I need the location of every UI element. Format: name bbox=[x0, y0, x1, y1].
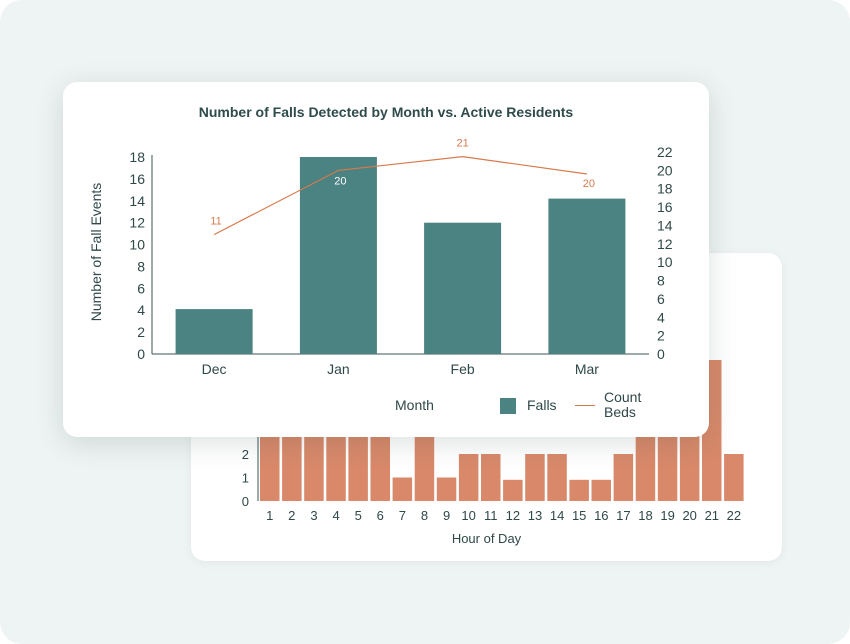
falls-bar bbox=[175, 309, 253, 354]
hourly-y-tick: 2 bbox=[242, 447, 249, 462]
hourly-x-tick: 10 bbox=[461, 508, 475, 523]
falls-bar bbox=[424, 222, 502, 354]
hourly-bar bbox=[326, 430, 346, 501]
hourly-x-tick: 18 bbox=[638, 508, 652, 523]
y2-tick-label: 0 bbox=[657, 346, 665, 362]
hourly-bar bbox=[348, 430, 368, 501]
y2-tick-label: 18 bbox=[657, 181, 673, 197]
y-tick-label: 2 bbox=[137, 324, 145, 340]
falls-bar bbox=[299, 157, 377, 354]
falls-bar bbox=[548, 198, 626, 354]
hourly-bar bbox=[657, 430, 678, 501]
hourly-bar bbox=[591, 479, 611, 501]
x-tick-label: Jan bbox=[327, 361, 350, 377]
y2-tick-label: 22 bbox=[657, 144, 673, 160]
hourly-bar bbox=[724, 454, 744, 501]
y-tick-label: 16 bbox=[129, 171, 145, 187]
hourly-x-tick: 20 bbox=[682, 508, 696, 523]
legend-swatch-count-beds bbox=[575, 405, 595, 406]
hourly-x-tick: 3 bbox=[310, 508, 317, 523]
hourly-x-tick: 19 bbox=[660, 508, 674, 523]
legend-label-falls: Falls bbox=[527, 397, 557, 413]
hourly-bar bbox=[370, 430, 390, 501]
hourly-bar bbox=[304, 430, 324, 501]
y2-tick-label: 14 bbox=[657, 218, 673, 234]
y2-tick-label: 6 bbox=[657, 291, 665, 307]
hourly-bar bbox=[503, 479, 523, 501]
hourly-bar bbox=[458, 454, 479, 501]
hourly-x-tick: 22 bbox=[727, 508, 741, 523]
hourly-x-tick: 11 bbox=[484, 508, 498, 523]
hourly-x-tick: 17 bbox=[616, 508, 630, 523]
hourly-x-tick: 7 bbox=[399, 508, 406, 523]
y2-tick-label: 12 bbox=[657, 236, 673, 252]
hourly-bar bbox=[613, 454, 634, 501]
falls-chart: 0 2 4 6 8 10 12 14 16 18 0 2 4 6 8 10 12 14 16 18 20 22 Dec Jan… bbox=[129, 138, 673, 377]
y-tick-label: 18 bbox=[129, 149, 145, 165]
hourly-x-tick: 4 bbox=[332, 508, 339, 523]
y-tick-label: 4 bbox=[137, 302, 145, 318]
hourly-bar bbox=[282, 430, 302, 501]
hourly-bar bbox=[547, 454, 567, 501]
falls-chart-card: Number of Falls Detected by Month vs. Ac… bbox=[63, 82, 709, 437]
hourly-bar bbox=[635, 430, 656, 501]
hourly-x-tick: 1 bbox=[266, 508, 273, 523]
hourly-x-tick: 8 bbox=[421, 508, 428, 523]
y-tick-label: 8 bbox=[137, 258, 145, 274]
x-tick-label: Feb bbox=[451, 361, 475, 377]
hourly-x-tick: 13 bbox=[528, 508, 542, 523]
hourly-bar bbox=[392, 477, 413, 501]
legend-label-count-beds: Count Beds bbox=[604, 389, 642, 420]
count-beds-line bbox=[213, 155, 587, 236]
hourly-x-axis-label: Hour of Day bbox=[451, 531, 522, 546]
hourly-x-tick: 5 bbox=[355, 508, 362, 523]
hourly-x-tick: 21 bbox=[705, 508, 719, 523]
hourly-x-tick: 6 bbox=[377, 508, 384, 523]
count-beds-label: 21 bbox=[456, 138, 468, 150]
hourly-bar bbox=[481, 454, 501, 501]
y2-tick-label: 16 bbox=[657, 199, 673, 215]
y-tick-label: 6 bbox=[137, 280, 145, 296]
hourly-x-tick: 9 bbox=[443, 508, 450, 523]
x-tick-label: Dec bbox=[202, 361, 227, 377]
y2-tick-label: 8 bbox=[657, 273, 665, 289]
hourly-x-tick: 16 bbox=[594, 508, 608, 523]
y2-tick-label: 10 bbox=[657, 254, 673, 270]
y-tick-label: 14 bbox=[129, 193, 145, 209]
hourly-bar bbox=[414, 430, 435, 501]
hourly-x-tick: 12 bbox=[506, 508, 520, 523]
x-axis-label: Month bbox=[395, 397, 434, 413]
hourly-y-tick: 0 bbox=[242, 494, 249, 509]
hourly-bar bbox=[436, 477, 457, 501]
y-tick-label: 0 bbox=[137, 346, 145, 362]
hourly-x-tick: 2 bbox=[288, 508, 295, 523]
legend-swatch-falls bbox=[500, 398, 516, 414]
chart-title: Number of Falls Detected by Month vs. Ac… bbox=[198, 104, 574, 120]
count-beds-label: 20 bbox=[334, 175, 346, 187]
hourly-y-tick: 1 bbox=[242, 471, 249, 486]
y2-tick-label: 2 bbox=[657, 328, 665, 344]
hourly-bar bbox=[525, 454, 545, 501]
y2-tick-label: 20 bbox=[657, 162, 673, 178]
hourly-bar bbox=[260, 430, 280, 501]
hourly-bar bbox=[569, 479, 589, 501]
hourly-x-tick: 14 bbox=[550, 508, 564, 523]
y-tick-label: 10 bbox=[129, 237, 145, 253]
y2-tick-label: 4 bbox=[657, 309, 665, 325]
x-tick-label: Mar bbox=[575, 361, 599, 377]
hourly-bar bbox=[679, 430, 700, 501]
hourly-x-tick: 15 bbox=[572, 508, 586, 523]
y-tick-label: 12 bbox=[129, 215, 145, 231]
count-beds-label: 20 bbox=[583, 178, 595, 190]
count-beds-label: 11 bbox=[210, 216, 221, 228]
